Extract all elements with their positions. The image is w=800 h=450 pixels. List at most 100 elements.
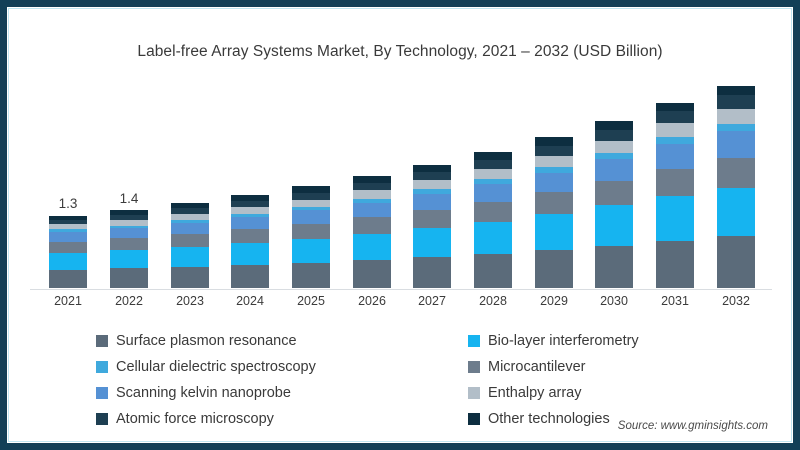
bar-segment[interactable] <box>49 219 87 225</box>
legend-item[interactable]: Atomic force microscopy <box>96 411 468 427</box>
legend-item[interactable]: Scanning kelvin nanoprobe <box>96 385 468 401</box>
legend-item[interactable]: Enthalpy array <box>468 385 728 401</box>
bar-segment[interactable] <box>595 129 633 141</box>
bar-segment[interactable] <box>595 245 633 288</box>
legend-item[interactable]: Surface plasmon resonance <box>96 333 468 349</box>
bar-segment[interactable] <box>110 228 148 239</box>
bar-segment[interactable] <box>171 219 209 223</box>
bar-segment[interactable] <box>353 260 391 288</box>
bar-segment[interactable] <box>110 214 148 220</box>
legend-item[interactable]: Microcantilever <box>468 359 728 375</box>
bar-segment[interactable] <box>656 137 694 145</box>
bar-segment[interactable] <box>413 257 451 288</box>
bar-segment[interactable] <box>474 159 512 169</box>
bar-segment[interactable] <box>535 250 573 288</box>
bar-segment[interactable] <box>292 186 330 194</box>
bar-segment[interactable] <box>292 199 330 208</box>
bar-segment[interactable] <box>49 224 87 230</box>
bar-segment[interactable] <box>49 241 87 253</box>
bar-segment[interactable] <box>656 195 694 241</box>
bar-segment[interactable] <box>656 110 694 124</box>
bar-segment[interactable] <box>474 201 512 222</box>
bar-segment[interactable] <box>595 140 633 153</box>
bar-segment[interactable] <box>413 171 451 181</box>
bar-segment[interactable] <box>595 153 633 160</box>
bar-segment[interactable] <box>717 236 755 288</box>
bar-segment[interactable] <box>353 183 391 191</box>
bar-segment[interactable] <box>413 189 451 194</box>
bar-segment[interactable] <box>353 233 391 261</box>
bar-segment[interactable] <box>717 131 755 158</box>
bar-segment[interactable] <box>656 102 694 111</box>
bar-segment[interactable] <box>353 198 391 203</box>
bar-segment[interactable] <box>656 144 694 169</box>
bar-segment[interactable] <box>171 233 209 247</box>
bar-segment[interactable] <box>292 262 330 288</box>
bar-segment[interactable] <box>231 243 269 266</box>
bar-segment[interactable] <box>717 108 755 124</box>
bar-segment[interactable] <box>292 238 330 263</box>
bar-segment[interactable] <box>292 193 330 200</box>
bar-segment[interactable] <box>171 222 209 234</box>
bar-segment[interactable] <box>231 229 269 244</box>
bar-segment[interactable] <box>474 253 512 288</box>
bar-segment[interactable] <box>171 213 209 220</box>
bar-segment[interactable] <box>413 209 451 229</box>
bar-segment[interactable] <box>535 137 573 146</box>
bar-segment[interactable] <box>110 219 148 226</box>
bar-segment[interactable] <box>656 240 694 288</box>
bar-segment[interactable] <box>110 225 148 229</box>
bar-segment[interactable] <box>474 168 512 179</box>
bar-segment[interactable] <box>231 195 269 202</box>
legend-item[interactable]: Other technologies <box>468 411 728 427</box>
bar-segment[interactable] <box>717 187 755 237</box>
bar-segment[interactable] <box>413 165 451 172</box>
bar-segment[interactable] <box>292 223 330 239</box>
bar-segment[interactable] <box>110 250 148 269</box>
bar-segment[interactable] <box>595 180 633 206</box>
bar-segment[interactable] <box>717 158 755 188</box>
bar-segment[interactable] <box>171 208 209 214</box>
bar-segment[interactable] <box>717 94 755 109</box>
bar-segment[interactable] <box>595 159 633 181</box>
bar-segment[interactable] <box>656 168 694 196</box>
bar-segment[interactable] <box>231 265 269 288</box>
bar-segment[interactable] <box>110 238 148 251</box>
bar-segment[interactable] <box>231 201 269 208</box>
bar-segment[interactable] <box>231 213 269 218</box>
bar-segment[interactable] <box>535 214 573 251</box>
bar-segment[interactable] <box>353 202 391 218</box>
bar-segment[interactable] <box>535 192 573 215</box>
bar-segment[interactable] <box>474 151 512 160</box>
bar-segment[interactable] <box>474 183 512 202</box>
bar-segment[interactable] <box>535 155 573 167</box>
bar-segment[interactable] <box>110 268 148 288</box>
bar-segment[interactable] <box>353 176 391 184</box>
bar-segment[interactable] <box>413 228 451 258</box>
bar-segment[interactable] <box>49 252 87 270</box>
bar-segment[interactable] <box>353 217 391 234</box>
bar-segment[interactable] <box>717 123 755 132</box>
legend-item[interactable]: Bio-layer interferometry <box>468 333 728 349</box>
bar-segment[interactable] <box>595 120 633 130</box>
bar-segment[interactable] <box>292 210 330 224</box>
bar-segment[interactable] <box>171 266 209 288</box>
bar-segment[interactable] <box>474 178 512 184</box>
legend-item[interactable]: Cellular dielectric spectroscopy <box>96 359 468 375</box>
bar-segment[interactable] <box>474 221 512 254</box>
bar-segment[interactable] <box>717 86 755 95</box>
bar-segment[interactable] <box>231 217 269 230</box>
bar-segment[interactable] <box>413 193 451 210</box>
bar-segment[interactable] <box>49 232 87 242</box>
bar-segment[interactable] <box>231 207 269 214</box>
bar-segment[interactable] <box>656 123 694 138</box>
bar-segment[interactable] <box>535 166 573 173</box>
bar-segment[interactable] <box>413 180 451 190</box>
bar-segment[interactable] <box>110 209 148 215</box>
bar-segment[interactable] <box>353 190 391 199</box>
bar-segment[interactable] <box>292 207 330 211</box>
bar-segment[interactable] <box>535 145 573 156</box>
bar-segment[interactable] <box>49 269 87 288</box>
bar-segment[interactable] <box>49 229 87 233</box>
bar-segment[interactable] <box>171 246 209 267</box>
